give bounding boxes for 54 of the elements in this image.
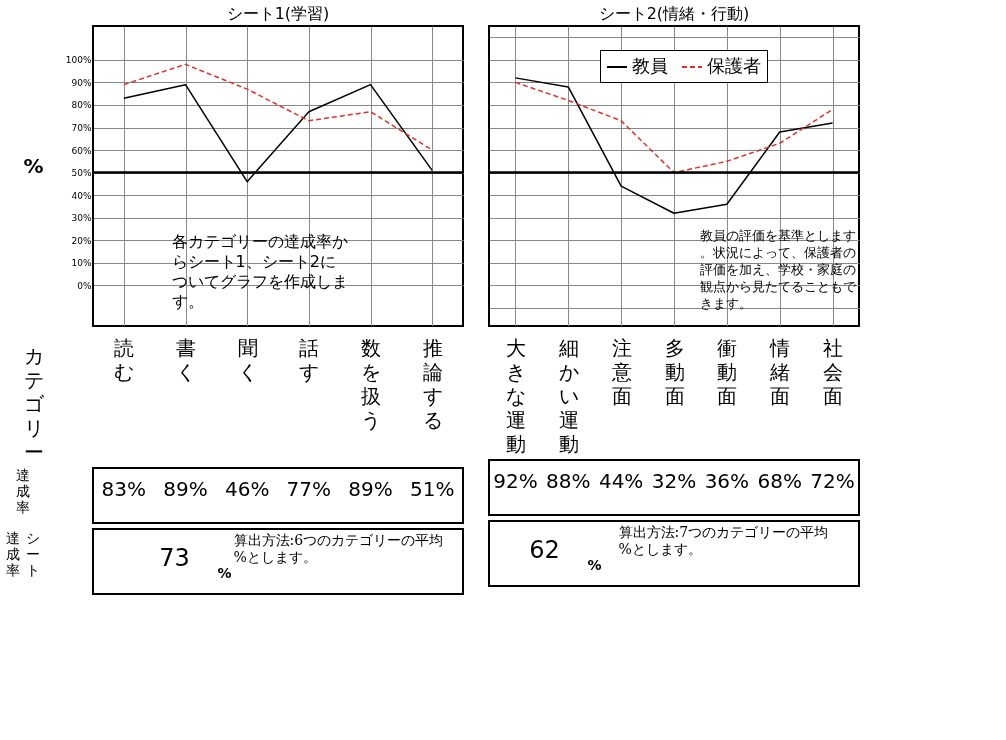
x-tick-label: 聞く [237,335,258,384]
data-label: 44% [598,469,644,493]
x-tick-label: 大きな運動 [505,335,526,456]
text: シート [26,530,40,578]
y-tick-label: 0% [77,280,92,291]
x-tick-label: 書く [176,335,196,384]
data-label: 32% [651,469,697,493]
chart-title: シート1(学習) [226,4,330,23]
annotation: 教員の評価を基準とします。状況によって、保護者の評価を加え、学校・家庭の観点から見たてることもできます。 [699,228,857,311]
y-tick-label: 100% [65,55,92,66]
x-tick-label: 注意面 [610,335,632,408]
y-tick-label: 80% [71,100,92,111]
y-axis-title: % [23,153,44,178]
text: % [217,565,232,581]
data-label: 83% [101,477,147,501]
text: % [587,557,602,573]
data-label: 51% [409,477,455,501]
data-label: 89% [348,477,393,501]
data-label: 89% [163,477,208,501]
y-tick-label: 50% [71,168,92,179]
text: 達成率 [16,467,30,515]
y-tick-label: 40% [71,190,92,201]
data-label: 46% [224,477,270,501]
chart-title: シート2(情緒・行動) [598,4,750,23]
text: 73 [159,544,190,572]
annotation: 各カテゴリーの達成率からシート1、シート2についてグラフを作成します。 [171,232,348,311]
text: 達成率 [6,530,20,578]
x-tick-label: 数を扱う [361,335,381,432]
data-label: 36% [704,469,750,493]
data-label: 72% [810,469,855,493]
data-label: 92% [493,469,538,493]
data-label: 68% [757,469,802,493]
x-tick-label: 話す [299,335,320,384]
x-tick-label: 読む [114,335,135,384]
text: 62 [529,536,560,564]
x-tick-label: 情緒面 [769,335,791,408]
x-tick-label: 推論する [422,335,443,432]
legend-label: 保護者 [707,55,761,76]
data-label: 88% [546,469,591,493]
x-axis-title: カテゴリー [23,343,45,464]
y-tick-label: 60% [71,145,92,156]
y-tick-label: 20% [71,235,92,246]
x-tick-label: 多動面 [664,335,685,408]
legend-label: 教員 [632,55,668,76]
x-tick-label: 細かい運動 [557,335,579,456]
y-tick-label: 10% [71,258,92,269]
text: 算出方法:6つのカテゴリーの平均%とします。 [233,532,444,565]
x-tick-label: 衝動面 [717,335,738,408]
data-label: 77% [286,477,332,501]
y-tick-label: 30% [71,213,92,224]
y-tick-label: 70% [71,123,92,133]
text: 算出方法:7つのカテゴリーの平均%とします。 [618,524,829,557]
x-tick-label: 社会面 [823,335,844,408]
y-tick-label: 90% [71,77,92,88]
